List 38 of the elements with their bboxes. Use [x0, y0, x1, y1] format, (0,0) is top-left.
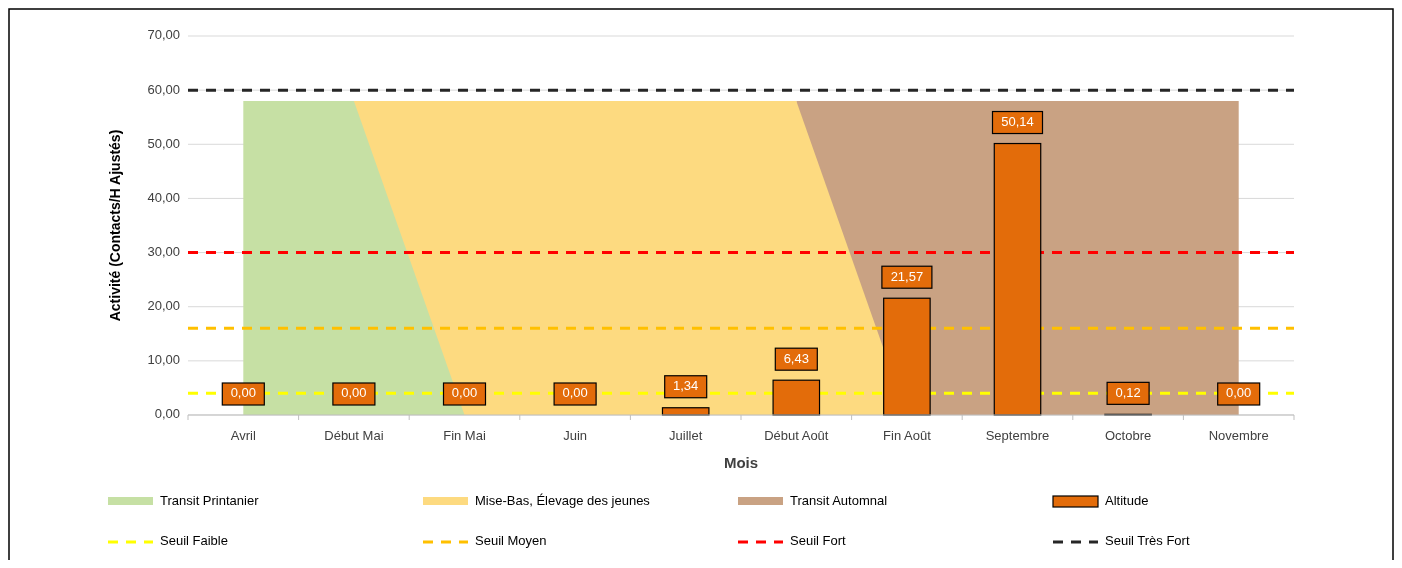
data-label: 6,43: [783, 350, 809, 366]
x-tick-label: Avril: [230, 428, 256, 443]
y-tick-label: 40,00: [147, 189, 180, 205]
y-tick-label: 50,00: [147, 135, 180, 151]
x-axis-title: Mois: [723, 454, 759, 471]
legend-label: Mise-Bas, Élevage des jeunes: [475, 493, 651, 509]
y-axis-title: Activité (Contacts/H Ajustés): [107, 129, 123, 322]
data-label: 0,00: [341, 385, 367, 401]
x-tick-label: Fin Mai: [443, 428, 486, 443]
legend-label: Seuil Fort: [790, 533, 847, 549]
legend-label: Transit Printanier: [160, 493, 260, 509]
legend-label: Seuil Très Fort: [1105, 533, 1190, 549]
y-tick-label: 30,00: [147, 244, 180, 260]
legend-label: Transit Automnal: [790, 493, 888, 509]
x-tick-label: Début Mai: [324, 428, 384, 443]
x-tick-label: Juillet: [669, 428, 703, 443]
y-tick-label: 10,00: [147, 352, 180, 368]
y-tick-label: 0,00: [154, 406, 180, 422]
data-label: 21,57: [890, 268, 924, 284]
data-label: 0,00: [451, 385, 478, 401]
legend-label: Altitude: [1105, 493, 1149, 509]
x-tick-label: Novembre: [1208, 428, 1269, 443]
x-tick-label: Octobre: [1104, 428, 1152, 443]
data-label: 1,34: [673, 378, 699, 394]
data-label: 0,12: [1115, 384, 1141, 400]
data-label: 0,00: [562, 385, 588, 401]
y-tick-label: 20,00: [147, 298, 180, 314]
x-tick-label: Fin Août: [883, 428, 932, 443]
data-label: 50,14: [1001, 113, 1034, 129]
data-label: 0,00: [230, 385, 256, 401]
legend-label: Seuil Faible: [160, 533, 228, 549]
data-label: 0,00: [1226, 385, 1252, 401]
y-tick-label: 70,00: [147, 27, 180, 43]
x-tick-label: Septembre: [985, 428, 1050, 443]
x-tick-label: Juin: [563, 428, 588, 443]
legend-label: Seuil Moyen: [475, 533, 547, 549]
x-tick-label: Début Août: [764, 428, 829, 443]
y-tick-label: 60,00: [147, 81, 180, 97]
